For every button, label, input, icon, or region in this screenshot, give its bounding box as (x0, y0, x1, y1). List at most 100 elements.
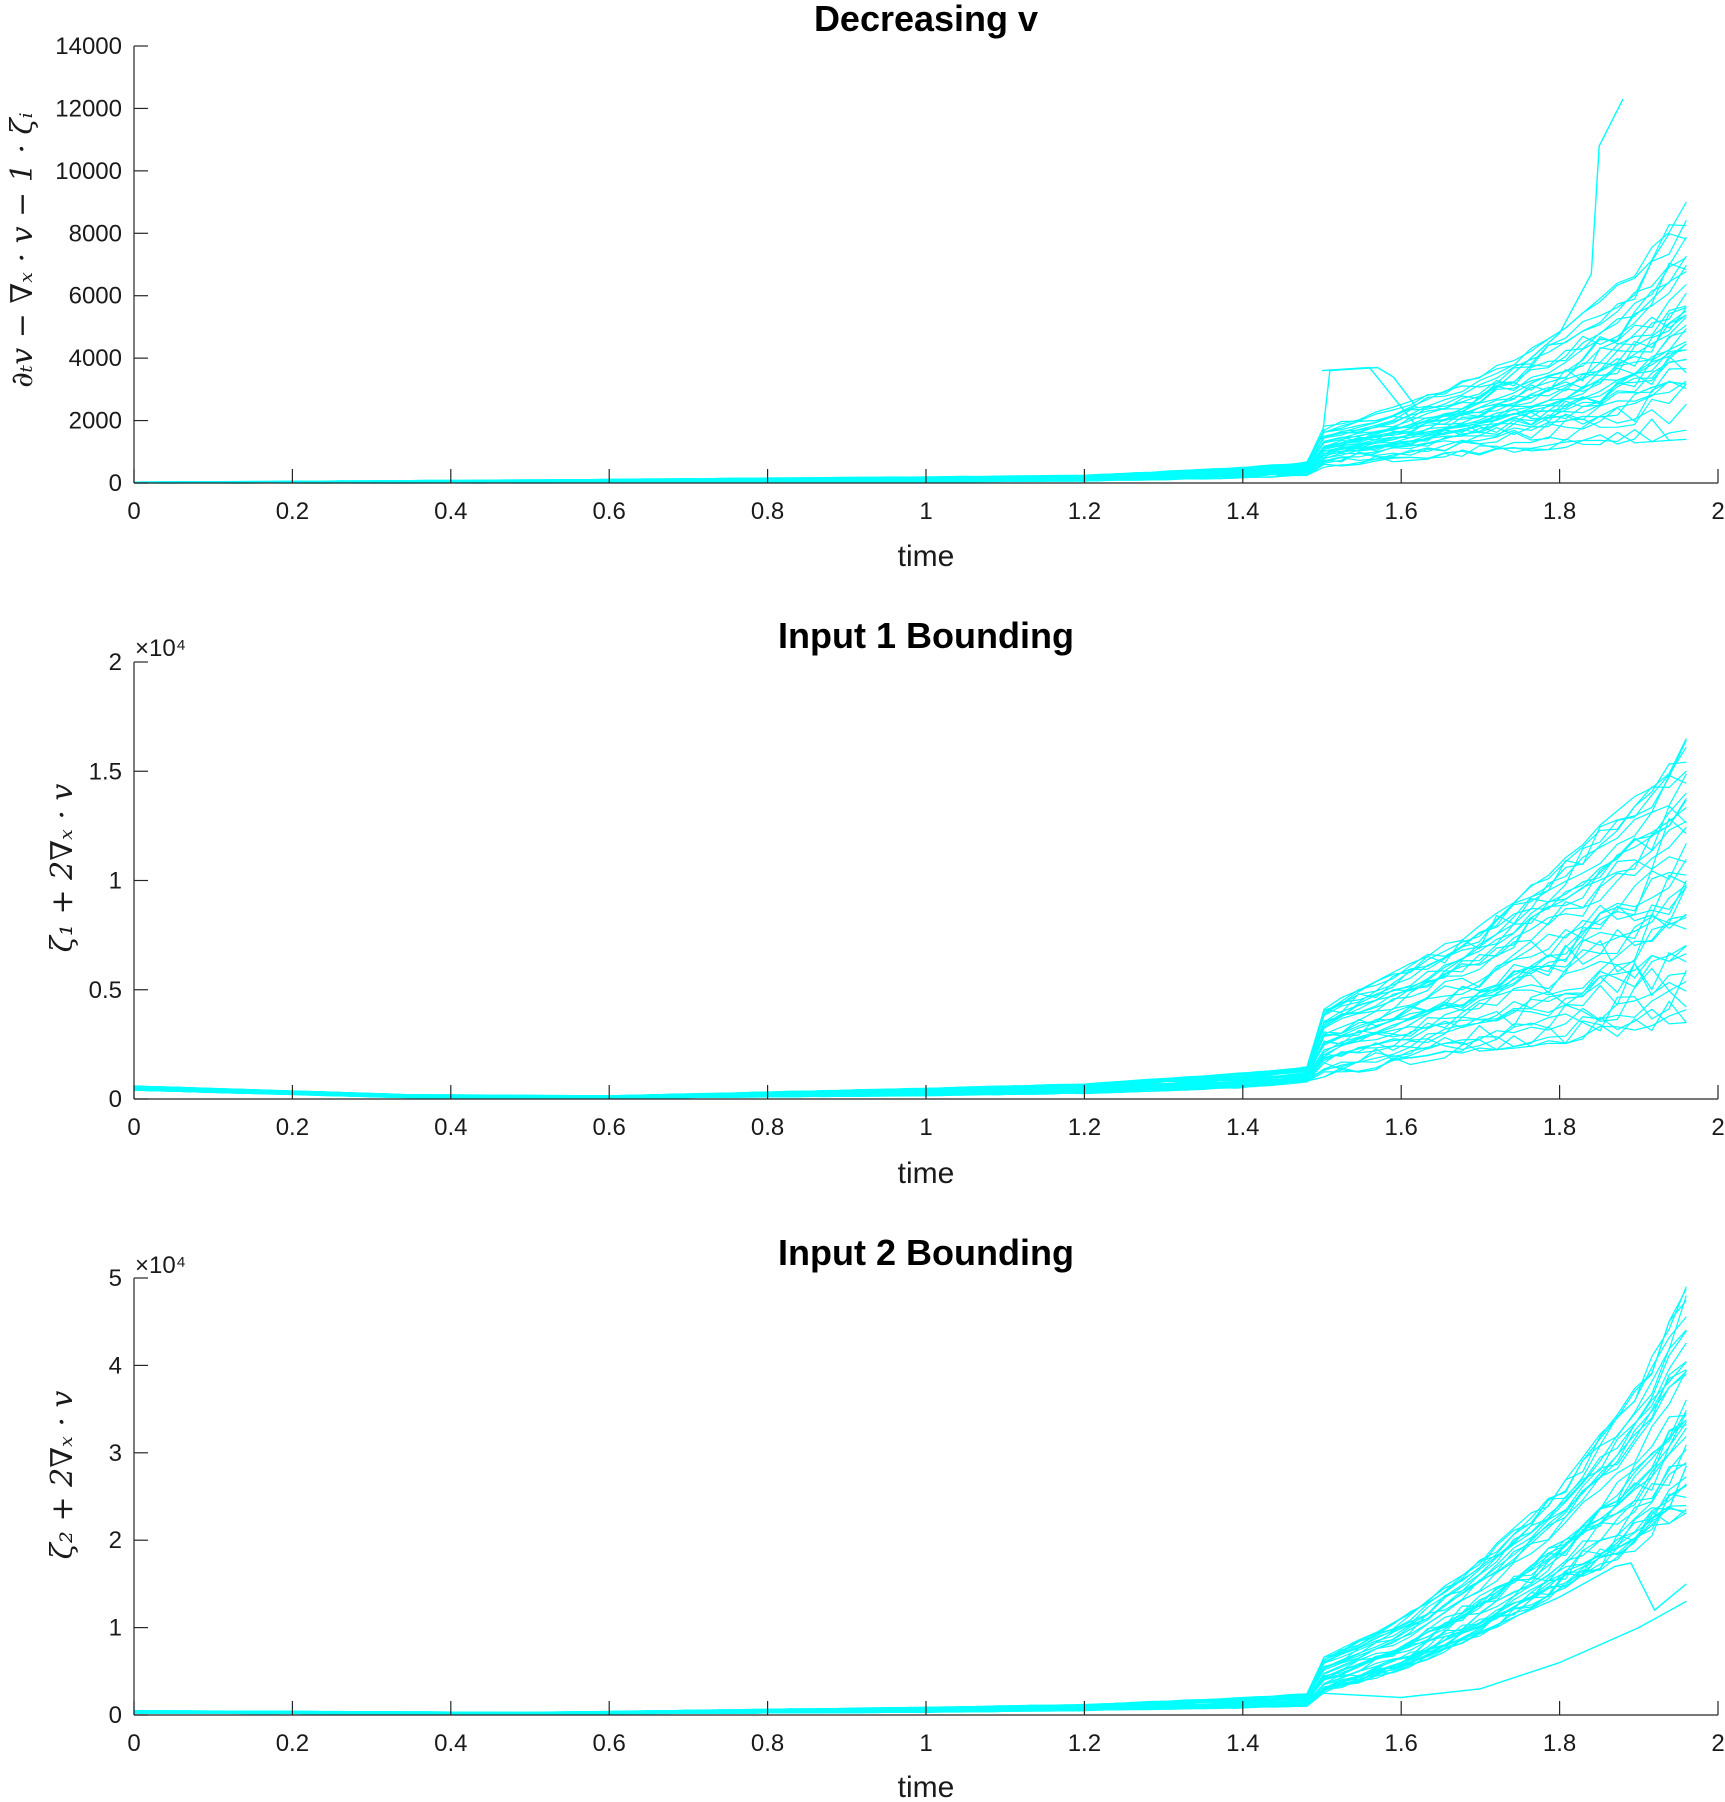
x-tick-label: 0.2 (276, 498, 309, 525)
x-axis-label: time (898, 1157, 955, 1190)
y-axis-label: ∂ₜv − ∇ₓ · v − 1 · ζᵢ (5, 112, 40, 387)
tick-labels: 0 0.2 0.4 0.6 0.8 1 1.2 1.4 1.6 1.8 2 0 2000 4000 6000… (55, 33, 1724, 525)
y-tick-label: 8000 (69, 220, 122, 247)
x-tick-label: 0.6 (593, 498, 626, 525)
series-line (133, 257, 1687, 483)
x-tick-label: 0.6 (593, 1114, 626, 1141)
y-tick-label: 1 (109, 1615, 122, 1642)
series-line (133, 236, 1687, 483)
series-line (133, 884, 1687, 1098)
series-line (133, 383, 1687, 484)
y-tick-label: 4000 (69, 345, 122, 372)
x-tick-label: 1.8 (1543, 1114, 1576, 1141)
series-line (134, 255, 1687, 483)
panel-input-1-bounding: Input 1 Bounding 0 0.2 0.4 0.6 0.8 1 1.2 1.4 1.6… (45, 615, 1725, 1190)
x-tick-label: 2 (1711, 1114, 1724, 1141)
series-line (134, 429, 1687, 484)
x-tick-label: 0 (127, 1730, 140, 1757)
series-line (133, 1009, 1687, 1099)
series-line (134, 1330, 1687, 1714)
x-axis-label: time (898, 1771, 955, 1802)
series-line (134, 262, 1687, 483)
series-line (133, 1493, 1687, 1715)
series-line (134, 418, 1687, 484)
y-tick-label: 2 (109, 1527, 122, 1554)
x-tick-label: 1.6 (1385, 1114, 1418, 1141)
x-tick-label: 1.6 (1385, 1730, 1418, 1757)
series-line (133, 1436, 1687, 1715)
series-line (134, 1414, 1687, 1715)
series-line (133, 1373, 1687, 1714)
x-tick-label: 1.8 (1543, 498, 1576, 525)
x-tick-label: 1.2 (1068, 498, 1101, 525)
y-tick-label: 0 (109, 1702, 122, 1729)
series-line (133, 1421, 1687, 1715)
series-line (133, 981, 1687, 1099)
series-line (133, 921, 1687, 1099)
series-line (133, 305, 1687, 484)
y-tick-label: 2000 (69, 408, 122, 435)
series-line (133, 330, 1687, 484)
series-line-outlier (1321, 1600, 1687, 1699)
x-tick-label: 0 (127, 1114, 140, 1141)
series-line (133, 856, 1687, 1098)
series-line (133, 1361, 1687, 1714)
series-line (133, 1329, 1687, 1714)
x-tick-label: 0.2 (276, 1730, 309, 1757)
x-tick-label: 1.2 (1068, 1730, 1101, 1757)
x-axis-label: time (898, 540, 955, 573)
series-line (134, 1412, 1687, 1715)
y-axis-label: ζ₁ + 2∇ₓ · v (45, 784, 80, 953)
series-line-bump (1321, 1562, 1687, 1690)
x-tick-label: 0.4 (434, 1730, 467, 1757)
series-line (134, 1505, 1687, 1715)
tick-labels: 0 0.2 0.4 0.6 0.8 1 1.2 1.4 1.6 1.8 2 0 1 2 3 4 5 (109, 1265, 1725, 1757)
series-line (134, 1444, 1687, 1715)
series-line (133, 1288, 1687, 1714)
series-line (134, 343, 1687, 484)
series-line (134, 1369, 1687, 1714)
plot-area (133, 46, 1718, 484)
series-line (133, 1361, 1687, 1714)
x-tick-label: 1 (919, 498, 932, 525)
series-line (133, 201, 1687, 483)
x-tick-label: 1.6 (1385, 498, 1418, 525)
panel-decreasing-v: Decreasing v 0 0.2 0.4 0.6 0.8 1 1.2 1.4 1.6 1.8 2… (5, 0, 1725, 573)
series-line (134, 270, 1687, 483)
series-line (134, 1463, 1687, 1715)
y-tick-label: 4 (109, 1352, 122, 1379)
series-line (134, 264, 1687, 483)
x-tick-label: 2 (1711, 1730, 1724, 1757)
y-tick-label: 0.5 (89, 977, 122, 1004)
series-line (133, 761, 1687, 1097)
series-line (133, 858, 1687, 1098)
series-line (133, 1286, 1687, 1714)
series-line (133, 428, 1687, 484)
series-line (133, 284, 1687, 483)
series-line (133, 224, 1687, 483)
series-line (133, 944, 1687, 1099)
chart-title: Input 1 Bounding (778, 615, 1074, 656)
series-line (134, 1370, 1687, 1714)
series-line (133, 817, 1687, 1098)
x-tick-label: 1.4 (1226, 1114, 1259, 1141)
series-line (133, 1512, 1687, 1715)
y-axis-label: ζ₂ + 2∇ₓ · v (45, 1391, 80, 1560)
series-line (133, 359, 1687, 484)
series-line (133, 306, 1687, 484)
y-tick-label: 5 (109, 1265, 122, 1292)
x-tick-label: 0.8 (751, 498, 784, 525)
y-tick-label: 1 (109, 868, 122, 895)
series-line (133, 1508, 1687, 1715)
x-tick-label: 1.8 (1543, 1730, 1576, 1757)
series-line (134, 307, 1687, 484)
y-exponent-label: ×10⁴ (135, 635, 186, 662)
series-line (133, 843, 1687, 1098)
series-line (134, 962, 1687, 1099)
series-line (133, 1465, 1687, 1715)
series-line (133, 1369, 1687, 1714)
series-line (133, 1476, 1687, 1715)
series-line (133, 1419, 1687, 1715)
series-line (134, 1399, 1687, 1715)
